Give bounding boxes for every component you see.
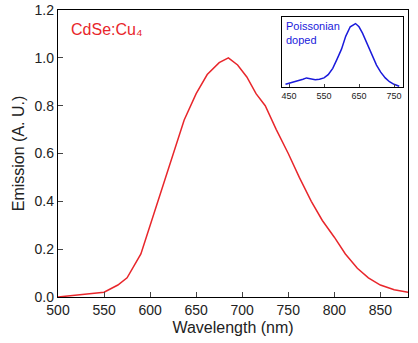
svg-text:700: 700 bbox=[231, 302, 255, 318]
svg-text:1.0: 1.0 bbox=[35, 50, 55, 66]
svg-text:450: 450 bbox=[281, 91, 296, 101]
svg-text:Poissoniandoped: Poissoniandoped bbox=[286, 20, 340, 46]
svg-text:0.8: 0.8 bbox=[35, 98, 55, 114]
svg-text:0.0: 0.0 bbox=[35, 289, 55, 305]
svg-text:Wavelength (nm): Wavelength (nm) bbox=[172, 319, 293, 336]
svg-text:650: 650 bbox=[351, 91, 366, 101]
svg-text:1.2: 1.2 bbox=[35, 2, 55, 18]
svg-text:0.6: 0.6 bbox=[35, 145, 55, 161]
svg-text:850: 850 bbox=[369, 302, 393, 318]
svg-text:750: 750 bbox=[277, 302, 301, 318]
svg-text:0.4: 0.4 bbox=[35, 193, 55, 209]
svg-text:Emission (A. U.): Emission (A. U.) bbox=[10, 96, 27, 212]
svg-text:CdSe:Cu₄: CdSe:Cu₄ bbox=[71, 21, 142, 38]
svg-text:750: 750 bbox=[386, 91, 401, 101]
svg-text:550: 550 bbox=[316, 91, 331, 101]
svg-text:550: 550 bbox=[92, 302, 116, 318]
svg-text:0.2: 0.2 bbox=[35, 241, 55, 257]
svg-text:800: 800 bbox=[323, 302, 347, 318]
svg-text:500: 500 bbox=[46, 302, 70, 318]
svg-text:650: 650 bbox=[184, 302, 208, 318]
svg-text:600: 600 bbox=[138, 302, 162, 318]
